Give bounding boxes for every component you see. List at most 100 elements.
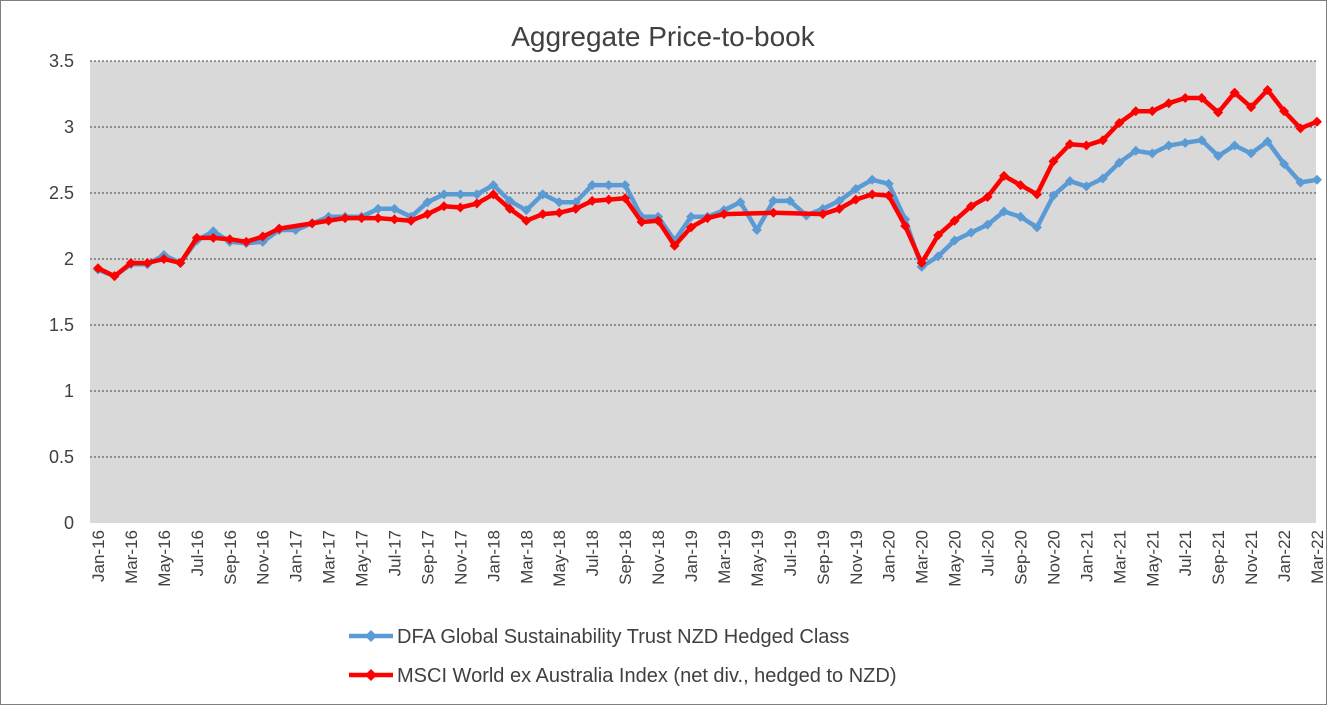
legend-label: DFA Global Sustainability Trust NZD Hedg… <box>397 626 849 648</box>
series-layer <box>93 85 1322 282</box>
data-point <box>373 203 384 214</box>
y-tick-label: 0 <box>64 513 74 533</box>
data-point <box>933 230 944 241</box>
legend-item: MSCI World ex Australia Index (net div.,… <box>349 665 896 687</box>
data-point <box>1163 140 1174 151</box>
data-point <box>603 194 614 205</box>
x-tick-label: Mar-22 <box>1308 530 1327 584</box>
x-tick-label: Jan-20 <box>880 530 899 582</box>
data-point <box>175 257 186 268</box>
data-point <box>636 217 647 228</box>
data-point <box>1097 173 1108 184</box>
data-point <box>1295 123 1306 134</box>
data-point <box>257 231 268 242</box>
data-point <box>455 189 466 200</box>
x-tick-label: May-20 <box>946 530 965 587</box>
x-tick-label: May-19 <box>748 530 767 587</box>
data-point <box>1048 190 1059 201</box>
data-point <box>373 213 384 224</box>
data-point <box>471 198 482 209</box>
data-point <box>999 206 1010 217</box>
data-point <box>1279 158 1290 169</box>
data-point <box>1312 174 1322 185</box>
data-point <box>1147 148 1158 159</box>
data-point <box>1147 106 1158 117</box>
data-point <box>916 257 927 268</box>
x-tick-label: Mar-20 <box>913 530 932 584</box>
data-point <box>653 215 664 226</box>
x-tick-label: Jul-17 <box>386 530 405 576</box>
legend-label: MSCI World ex Australia Index (net div.,… <box>397 665 896 687</box>
data-point <box>208 226 219 237</box>
x-tick-label: Jan-19 <box>682 530 701 582</box>
x-tick-label: Mar-19 <box>715 530 734 584</box>
x-axis-ticks: Jan-16 Mar-16 May-16 Jul-16 Sep-16 Nov-16 Jan-… <box>89 530 1327 587</box>
y-tick-label: 1 <box>64 381 74 401</box>
data-point <box>883 178 894 189</box>
data-point <box>422 197 433 208</box>
y-tick-label: 2 <box>64 249 74 269</box>
data-point <box>933 251 944 262</box>
data-point <box>1213 107 1224 118</box>
data-point <box>1015 211 1026 222</box>
x-tick-label: Sep-18 <box>616 530 635 585</box>
x-tick-label: Nov-18 <box>649 530 668 585</box>
gridlines <box>90 60 1316 458</box>
legend-marker <box>365 630 377 642</box>
data-point <box>504 203 515 214</box>
data-point <box>669 240 680 251</box>
x-tick-label: Mar-16 <box>122 530 141 584</box>
data-point <box>1262 85 1273 96</box>
data-point <box>966 227 977 238</box>
data-point <box>817 209 828 220</box>
data-point <box>1246 102 1257 113</box>
data-point <box>1295 177 1306 188</box>
data-point <box>1229 140 1240 151</box>
y-tick-label: 3 <box>64 117 74 137</box>
data-point <box>1229 87 1240 98</box>
x-tick-label: Nov-21 <box>1242 530 1261 585</box>
data-point <box>356 213 367 224</box>
y-tick-label: 3.5 <box>49 51 74 71</box>
data-point <box>1246 148 1257 159</box>
data-point <box>1015 180 1026 191</box>
data-point <box>949 235 960 246</box>
x-tick-label: Sep-19 <box>814 530 833 585</box>
x-tick-label: Jul-20 <box>979 530 998 576</box>
data-point <box>850 194 861 205</box>
series-2 <box>93 85 1322 282</box>
data-point <box>784 195 795 206</box>
data-point <box>999 170 1010 181</box>
x-tick-label: Jan-21 <box>1077 530 1096 582</box>
data-point <box>1031 189 1042 200</box>
plot-area <box>90 61 1316 523</box>
data-point <box>340 213 351 224</box>
data-point <box>1163 98 1174 109</box>
data-point <box>93 263 103 274</box>
data-point <box>504 195 515 206</box>
data-point <box>307 218 318 229</box>
data-point <box>570 203 581 214</box>
data-point <box>1114 118 1125 129</box>
x-tick-label: Jul-16 <box>188 530 207 576</box>
data-point <box>603 180 614 191</box>
x-tick-label: Jan-18 <box>484 530 503 582</box>
data-point <box>389 203 400 214</box>
series-line <box>97 87 1318 279</box>
data-point <box>224 234 235 245</box>
data-point <box>438 201 449 212</box>
x-tick-label: Nov-16 <box>254 530 273 585</box>
x-tick-label: Mar-17 <box>320 530 339 584</box>
data-point <box>900 221 911 231</box>
data-point <box>570 197 581 208</box>
data-point <box>422 209 433 220</box>
data-point <box>1064 176 1075 187</box>
data-point <box>521 215 532 226</box>
data-point <box>554 207 565 218</box>
data-point <box>718 209 729 220</box>
data-point <box>1130 145 1141 156</box>
data-point <box>1262 136 1273 147</box>
data-point <box>620 180 631 191</box>
data-point <box>1048 156 1059 167</box>
